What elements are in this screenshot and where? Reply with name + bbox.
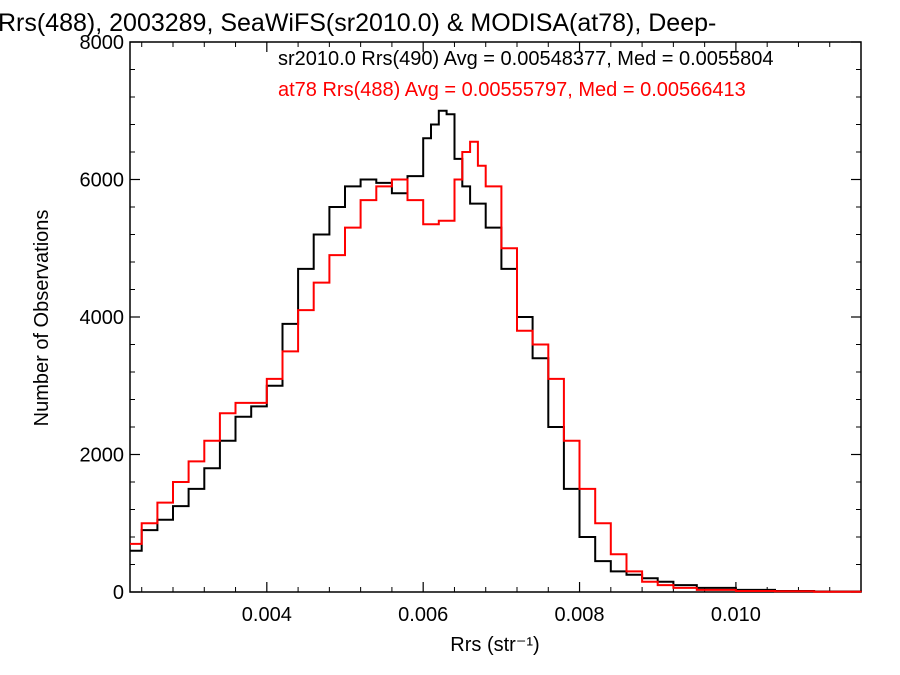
legend-entry-at78: at78 Rrs(488) Avg = 0.00555797, Med = 0.… bbox=[278, 79, 746, 101]
x-axis-label: Rrs (str⁻¹) bbox=[450, 634, 539, 656]
plot-frame bbox=[129, 41, 862, 593]
series-layer bbox=[130, 109, 862, 593]
legend: sr2010.0 Rrs(490) Avg = 0.00548377, Med … bbox=[278, 48, 774, 101]
chart-title: Rrs(488), 2003289, SeaWiFS(sr2010.0) & M… bbox=[0, 9, 716, 37]
y-tick-label: 2000 bbox=[80, 445, 125, 467]
y-tick-label: 4000 bbox=[80, 307, 125, 329]
legend-entry-sr2010: sr2010.0 Rrs(490) Avg = 0.00548377, Med … bbox=[278, 48, 774, 70]
y-tick-label: 0 bbox=[113, 582, 124, 604]
x-tick-label: 0.008 bbox=[555, 604, 605, 626]
x-tick-label: 0.010 bbox=[711, 604, 761, 626]
plot-area: 0 2000 4000 6000 8000 0.004 0.006 0.008 0.010 bbox=[80, 32, 862, 626]
x-tick-label: 0.004 bbox=[242, 604, 292, 626]
x-tick-label: 0.006 bbox=[398, 604, 448, 626]
series-sr2010-line bbox=[130, 109, 862, 593]
y-tick-label: 8000 bbox=[80, 32, 125, 54]
y-axis: 0 2000 4000 6000 8000 bbox=[80, 32, 861, 604]
y-axis-label: Number of Observations bbox=[31, 210, 53, 427]
x-axis: 0.004 0.006 0.008 0.010 bbox=[141, 42, 862, 626]
y-tick-label: 6000 bbox=[80, 170, 125, 192]
series-at78-line bbox=[130, 140, 862, 593]
